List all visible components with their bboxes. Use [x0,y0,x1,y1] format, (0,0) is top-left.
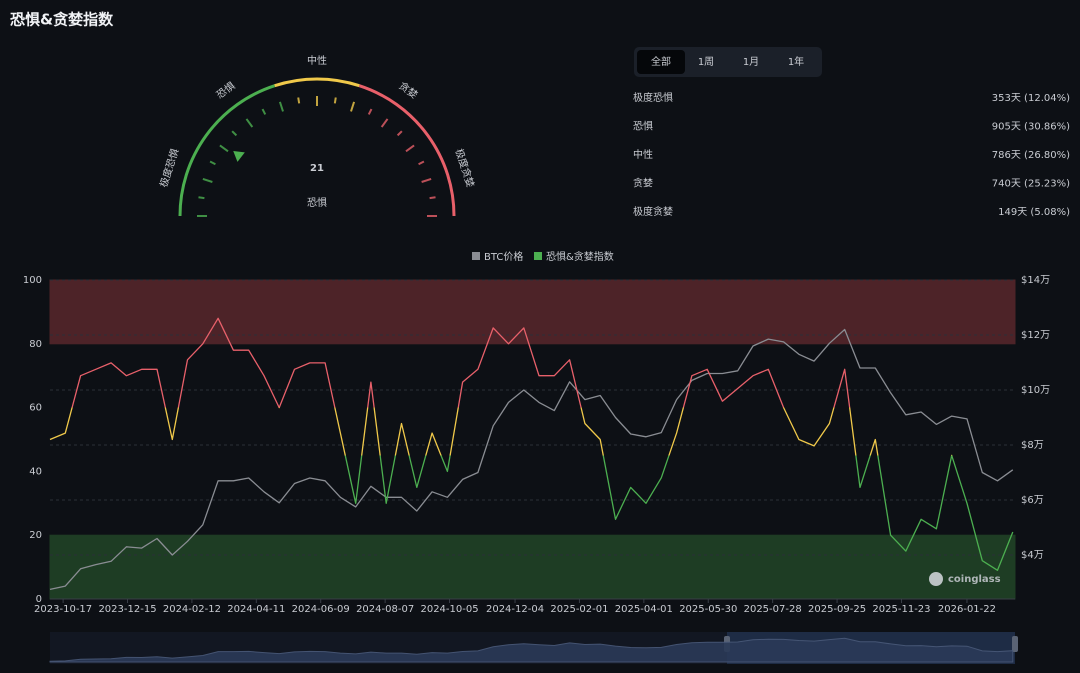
navigator-handle[interactable] [1012,636,1018,652]
x-tick-label: 2023-12-15 [98,604,156,615]
gauge-tick [405,144,415,153]
tab[interactable]: 1周 [698,56,714,68]
x-tick-label: 2023-10-17 [34,604,92,615]
gauge-zone-label: 极度贪婪 [453,147,478,189]
y2-tick-label: $14万 [1021,275,1050,286]
x-tick-label: 2025-02-01 [550,604,608,615]
legend-swatch [472,252,480,260]
gauge-tick [421,177,432,183]
gauge-zone [274,77,360,88]
x-tick-label: 2025-11-23 [872,604,930,615]
gauge-tick [380,118,389,128]
legend-label: BTC价格 [484,250,523,263]
y2-tick-label: $8万 [1021,440,1044,451]
x-tick-label: 2024-10-05 [420,604,478,615]
y2-tick-label: $4万 [1021,550,1044,561]
y2-tick-label: $6万 [1021,495,1044,506]
gauge-tick [418,160,425,166]
gauge-tick [198,196,205,200]
watermark: coinglass [948,574,1001,585]
stat-label: 恐惧 [633,121,653,133]
zone-band [49,279,1016,345]
zone-band [49,534,1016,600]
tab[interactable]: 1年 [788,55,804,68]
y-tick-label: 40 [29,466,42,477]
page-title: 恐惧&贪婪指数 [10,11,114,29]
x-tick-label: 2024-02-12 [163,604,221,615]
gauge-pointer [233,151,245,162]
index-line [49,317,1014,571]
gauge-value: 21 [310,163,324,174]
tab-active-bg [637,50,685,74]
gauge-tick [350,101,356,112]
gauge-zone-label: 中性 [307,54,327,67]
gauge-zone [178,84,276,217]
gauge-tick [209,160,216,166]
gauge-tick [202,177,213,183]
x-tick-label: 2025-09-25 [808,604,866,615]
gauge-zone-label: 恐惧 [214,80,237,101]
gauge-zone [358,84,456,217]
x-tick-label: 2024-04-11 [227,604,285,615]
gauge-tick [231,130,238,137]
x-tick-label: 2024-12-04 [486,604,544,615]
gauge-tick [278,101,284,112]
x-tick-label: 2026-01-22 [938,604,996,615]
gauge-tick [333,97,337,104]
watermark-logo [929,572,943,586]
stat-label: 中性 [633,148,653,161]
y-tick-label: 80 [29,339,42,350]
navigator-area [49,637,1014,663]
x-tick-label: 2024-08-07 [356,604,414,615]
y-tick-label: 20 [29,530,42,541]
legend-swatch [534,252,542,260]
gauge-tick [367,108,373,115]
x-tick-label: 2024-06-09 [292,604,350,615]
stat-value: 905天 (30.86%) [992,122,1070,133]
btc-line [49,328,1014,591]
gauge-tick [297,97,301,104]
legend-label: 恐惧&贪婪指数 [546,250,614,263]
x-tick-label: 2025-04-01 [615,604,673,615]
y2-tick-label: $10万 [1021,385,1050,396]
tab[interactable]: 1月 [743,56,759,68]
stat-label: 贪婪 [633,177,653,190]
x-tick-label: 2025-07-28 [744,604,802,615]
y-tick-label: 100 [23,275,42,286]
stat-value: 353天 (12.04%) [992,93,1070,104]
gauge-label: 恐惧 [307,197,327,209]
stat-value: 149天 (5.08%) [998,207,1070,218]
stat-value: 740天 (25.23%) [992,179,1070,190]
stat-value: 786天 (26.80%) [992,150,1070,161]
gauge-tick [429,196,436,200]
gauge-zone-label: 极度恐惧 [157,147,182,189]
y-tick-label: 60 [29,403,42,414]
stat-label: 极度恐惧 [633,91,673,104]
gauge-zone-label: 贪婪 [396,79,420,101]
gauge-tick [219,144,229,153]
gauge-tick [261,108,267,115]
gauge-tick [396,130,403,137]
x-tick-label: 2025-05-30 [679,604,737,615]
tab[interactable]: 全部 [651,55,671,68]
y-tick-label: 0 [36,594,42,605]
y2-tick-label: $12万 [1021,330,1050,341]
gauge-tick [245,118,254,128]
stat-label: 极度贪婪 [633,205,673,218]
